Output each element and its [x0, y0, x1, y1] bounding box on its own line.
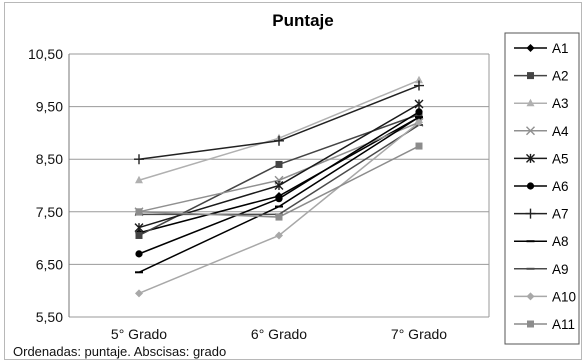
legend-swatch-marker: [526, 126, 535, 136]
legend-label: A3: [552, 96, 569, 111]
legend-label: A2: [552, 69, 569, 84]
legend-label: A8: [552, 234, 569, 249]
y-tick-label: 9,50: [36, 99, 63, 115]
data-point: [414, 99, 424, 109]
y-tick-label: 5,50: [36, 309, 63, 325]
legend-item-a9: A9: [514, 262, 569, 277]
legend-label: A11: [552, 317, 575, 332]
legend-item-a7: A7: [514, 207, 569, 222]
y-tick-label: 10,50: [28, 46, 63, 62]
y-tick-label: 7,50: [36, 204, 63, 220]
chart-caption: Ordenadas: puntaje. Abscisas: grado: [13, 344, 226, 359]
legend-label: A7: [552, 207, 569, 222]
y-tick-label: 8,50: [36, 151, 63, 167]
legend-item-a4: A4: [514, 124, 569, 139]
y-tick-label: 6,50: [36, 256, 63, 272]
legend-swatch-marker: [526, 98, 535, 107]
data-point: [275, 195, 283, 203]
x-tick-label: 6° Grado: [251, 326, 307, 342]
legend-label: A9: [552, 262, 569, 277]
axis-layer: 5,50 6,50 7,50 8,50 9,50 10,50 5° Grado 6° Grad…: [28, 46, 490, 342]
legend-swatch-marker: [526, 182, 535, 190]
data-point: [415, 108, 423, 116]
legend-swatch-marker: [526, 44, 535, 52]
data-point: [135, 289, 143, 298]
legend-swatch-marker: [527, 72, 534, 80]
data-point: [135, 250, 143, 258]
data-point: [134, 223, 144, 233]
data-point: [414, 80, 424, 91]
legend-item-a3: A3: [514, 96, 569, 111]
chart-title: Puntaje: [272, 11, 333, 30]
legend-item-a6: A6: [514, 179, 569, 194]
data-point: [274, 181, 284, 190]
data-point: [275, 213, 283, 221]
data-point: [135, 231, 143, 239]
data-point: [275, 231, 283, 240]
series-line: [138, 84, 420, 160]
legend-label: A1: [552, 41, 569, 56]
line-chart: Puntaje Ordenadas: puntaje. Abscisas: gr…: [13, 11, 580, 359]
legend-box: [504, 32, 580, 345]
legend-item-a5: A5: [514, 151, 569, 166]
series-a6: [135, 108, 423, 258]
data-point: [415, 118, 423, 127]
data-point: [134, 154, 144, 165]
legend-item-a8: A8: [514, 234, 569, 249]
series-a11: [135, 142, 423, 221]
data-point: [415, 142, 423, 150]
legend-label: A10: [552, 289, 576, 304]
chart-frame: Puntaje Ordenadas: puntaje. Abscisas: gr…: [4, 2, 582, 360]
series-a7: [134, 80, 424, 165]
data-point: [135, 175, 143, 184]
legend-swatch-marker: [526, 153, 535, 163]
legend-item-a2: A2: [514, 69, 569, 84]
legend-item-a1: A1: [514, 41, 569, 56]
data-point: [415, 75, 423, 84]
legend-item-a10: A10: [514, 289, 576, 304]
legend-swatch-marker: [526, 292, 535, 301]
series-a10: [135, 118, 423, 298]
series-line: [138, 121, 420, 295]
series-layer: [134, 75, 424, 298]
legend-label: A5: [552, 151, 569, 166]
legend-label: A4: [552, 124, 569, 139]
x-tick-label: 7° Grado: [391, 326, 447, 342]
data-point: [275, 160, 283, 168]
legend: A1 A2 A3 A4 A5 A6 A7 A8 A9 A10 A11: [504, 32, 580, 345]
series-a8: [135, 116, 423, 274]
legend-swatch-marker: [527, 320, 534, 328]
legend-label: A6: [552, 179, 569, 194]
x-tick-label: 5° Grado: [111, 326, 167, 342]
legend-swatch-marker: [525, 208, 536, 219]
data-point: [135, 208, 143, 216]
legend-item-a11: A11: [514, 317, 575, 332]
data-point: [274, 135, 284, 146]
